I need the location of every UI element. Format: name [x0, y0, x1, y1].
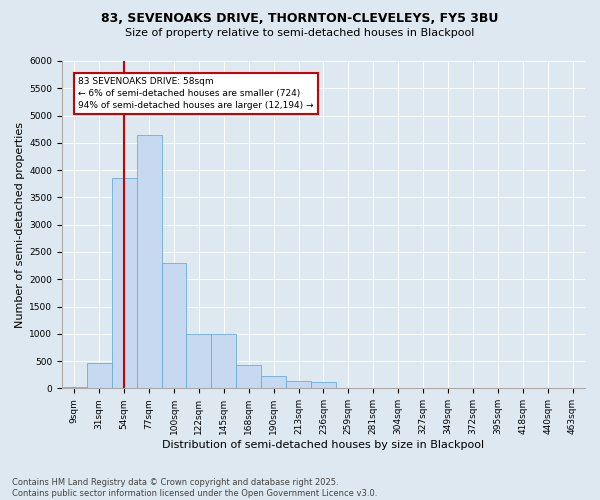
Bar [236, 366, 261, 388]
Bar [311, 382, 336, 388]
Bar [137, 134, 161, 388]
Y-axis label: Number of semi-detached properties: Number of semi-detached properties [15, 122, 25, 328]
Bar [87, 364, 112, 388]
Text: 83, SEVENOAKS DRIVE, THORNTON-CLEVELEYS, FY5 3BU: 83, SEVENOAKS DRIVE, THORNTON-CLEVELEYS,… [101, 12, 499, 26]
X-axis label: Distribution of semi-detached houses by size in Blackpool: Distribution of semi-detached houses by … [163, 440, 485, 450]
Bar [261, 376, 286, 388]
Bar [211, 334, 236, 388]
Bar [286, 382, 311, 388]
Text: Size of property relative to semi-detached houses in Blackpool: Size of property relative to semi-detach… [125, 28, 475, 38]
Text: 83 SEVENOAKS DRIVE: 58sqm
← 6% of semi-detached houses are smaller (724)
94% of : 83 SEVENOAKS DRIVE: 58sqm ← 6% of semi-d… [78, 78, 314, 110]
Bar [187, 334, 211, 388]
Bar [62, 386, 87, 388]
Text: Contains HM Land Registry data © Crown copyright and database right 2025.
Contai: Contains HM Land Registry data © Crown c… [12, 478, 377, 498]
Bar [161, 263, 187, 388]
Bar [112, 178, 137, 388]
